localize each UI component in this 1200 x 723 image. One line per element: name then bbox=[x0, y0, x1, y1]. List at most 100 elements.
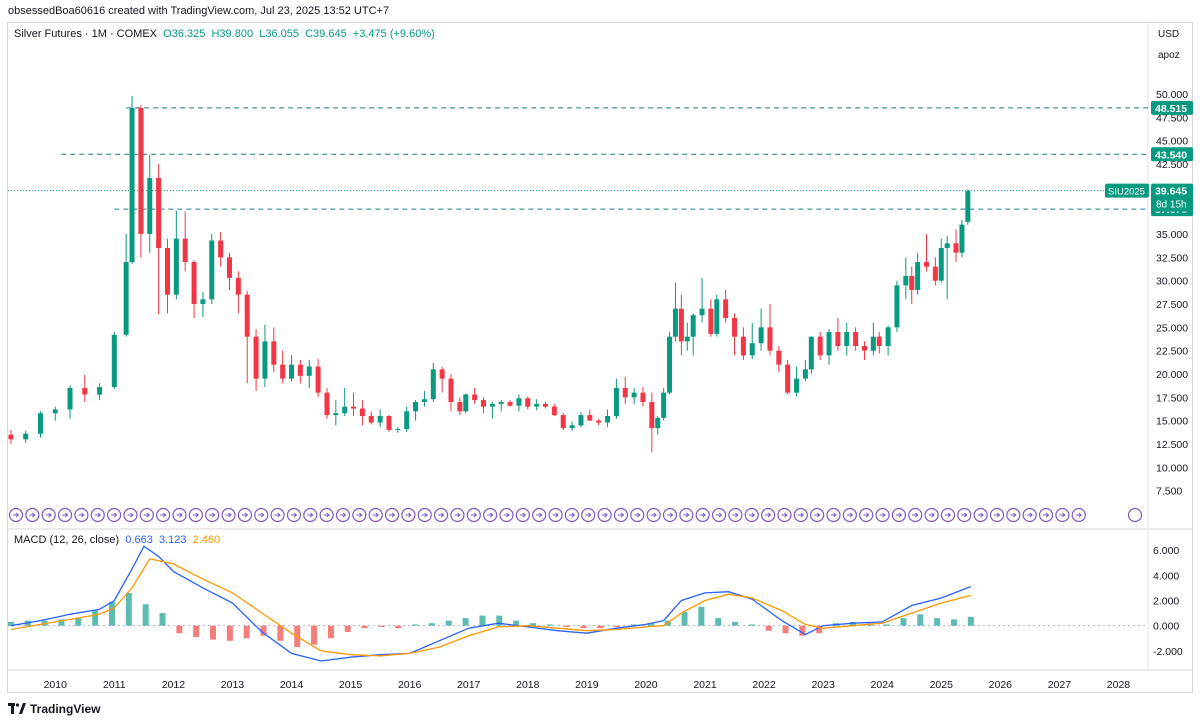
price-tick-label: 45.000 bbox=[1156, 136, 1188, 148]
arrow-icon bbox=[78, 512, 85, 518]
price-tick-label: 27.500 bbox=[1156, 299, 1188, 311]
candle-body bbox=[723, 299, 729, 318]
arrow-icon bbox=[617, 512, 625, 518]
candle-body bbox=[368, 416, 374, 423]
candle-body bbox=[543, 403, 549, 407]
price-tick-label: 42.500 bbox=[1156, 159, 1188, 171]
footer-bar: TradingView bbox=[0, 700, 1200, 720]
macd-tick-label: -2.000 bbox=[1153, 646, 1183, 658]
price-tick-label: 32.500 bbox=[1156, 252, 1188, 264]
arrow-icon bbox=[699, 512, 707, 518]
arrow-icon bbox=[634, 512, 641, 518]
time-tick-label: 2024 bbox=[871, 679, 895, 691]
candle-body bbox=[8, 434, 14, 440]
current-price-bg bbox=[1151, 183, 1193, 212]
arrow-icon bbox=[13, 512, 20, 518]
candle-body bbox=[714, 299, 720, 334]
created-by-text: obsessedBoa60616 created with TradingVie… bbox=[8, 5, 390, 17]
macd-label: MACD (12, 26, close) bbox=[14, 534, 120, 546]
price-tick-label: 50.000 bbox=[1156, 89, 1188, 101]
candle-body bbox=[749, 343, 755, 356]
macd-legend[interactable]: MACD (12, 26, close) 0.663 3.123 2.460 bbox=[14, 534, 220, 546]
candle-body bbox=[244, 294, 250, 337]
macd-histogram-bar bbox=[361, 625, 368, 629]
macd-histogram-bar bbox=[934, 618, 941, 626]
arrow-icon bbox=[421, 512, 429, 518]
arrow-icon bbox=[274, 512, 281, 518]
candle-body bbox=[191, 262, 197, 304]
macd-histogram-bar bbox=[260, 625, 267, 636]
candle-body bbox=[82, 388, 88, 395]
candle-body bbox=[262, 341, 268, 379]
candle-body bbox=[817, 336, 823, 356]
macd-histogram-bar bbox=[226, 625, 233, 641]
arrow-icon bbox=[340, 512, 347, 518]
tradingview-icon bbox=[8, 703, 26, 714]
time-tick-label: 2017 bbox=[457, 679, 481, 691]
main-legend[interactable]: Silver Futures · 1M · COMEX O36.325 H39.… bbox=[14, 28, 435, 40]
candle-body bbox=[596, 420, 602, 423]
header-bar: obsessedBoa60616 created with TradingVie… bbox=[0, 0, 1200, 22]
arrow-icon bbox=[29, 512, 36, 518]
candle-body bbox=[776, 350, 782, 365]
arrow-icon bbox=[192, 512, 200, 518]
candle-body bbox=[861, 346, 867, 351]
arrow-icon bbox=[356, 512, 363, 518]
macd-histogram-bar bbox=[799, 625, 806, 636]
candle-body bbox=[938, 248, 944, 281]
arrow-icon bbox=[928, 512, 935, 518]
tradingview-logo[interactable]: TradingView bbox=[8, 702, 100, 716]
candle-body bbox=[953, 243, 959, 253]
time-tick-label: 2018 bbox=[516, 679, 540, 691]
arrow-icon bbox=[879, 512, 886, 518]
chart-frame[interactable] bbox=[7, 22, 1193, 693]
time-tick-label: 2010 bbox=[44, 679, 68, 691]
candle-body bbox=[534, 403, 540, 407]
time-tick-label: 2021 bbox=[693, 679, 717, 691]
arrow-icon bbox=[1059, 512, 1066, 518]
currency-label[interactable]: USD bbox=[1158, 29, 1180, 40]
candle-body bbox=[111, 334, 117, 388]
candle-body bbox=[767, 327, 773, 351]
arrow-icon bbox=[503, 512, 510, 518]
price-tick-label: 12.500 bbox=[1156, 439, 1188, 451]
candle-body bbox=[67, 388, 73, 410]
price-tick-label: 20.000 bbox=[1156, 369, 1188, 381]
candle-body bbox=[289, 364, 295, 379]
candle-body bbox=[708, 308, 714, 334]
macd-histogram-bar bbox=[92, 610, 99, 626]
macd-tick-label: 4.000 bbox=[1153, 570, 1179, 582]
macd-histogram-bar bbox=[311, 625, 318, 645]
arrow-icon bbox=[209, 512, 216, 518]
macd-histogram-bar bbox=[917, 614, 924, 626]
open-value: O36.325 bbox=[163, 28, 206, 40]
hist-value: 2.460 bbox=[192, 534, 221, 546]
candle-body bbox=[655, 417, 661, 429]
candle-body bbox=[690, 315, 696, 337]
time-tick-label: 2011 bbox=[103, 679, 126, 691]
arrow-icon bbox=[977, 512, 984, 518]
macd-histogram-bar bbox=[563, 625, 570, 627]
macd-histogram-bar bbox=[108, 601, 115, 626]
macd-histogram-bar bbox=[176, 625, 183, 634]
arrow-icon bbox=[176, 512, 183, 518]
candle-body bbox=[578, 415, 584, 426]
macd-histogram-bar bbox=[546, 624, 553, 626]
macd-histogram-bar bbox=[327, 625, 334, 639]
candle-body bbox=[359, 408, 365, 416]
macd-histogram-bar bbox=[395, 625, 402, 629]
macd-histogram-bar bbox=[344, 625, 351, 632]
level-label-bg bbox=[1151, 100, 1193, 115]
candle-body bbox=[463, 394, 469, 412]
arrow-icon bbox=[372, 512, 380, 518]
candle-body bbox=[324, 392, 330, 416]
macd-histogram-bar bbox=[462, 618, 469, 626]
arrow-icon bbox=[1010, 512, 1017, 518]
macd-histogram-bar bbox=[782, 625, 789, 634]
arrow-icon bbox=[143, 512, 151, 518]
arrow-icon bbox=[536, 512, 543, 518]
arrow-icon bbox=[667, 512, 674, 518]
macd-histogram-bar bbox=[412, 624, 419, 626]
candle-body bbox=[678, 308, 684, 342]
